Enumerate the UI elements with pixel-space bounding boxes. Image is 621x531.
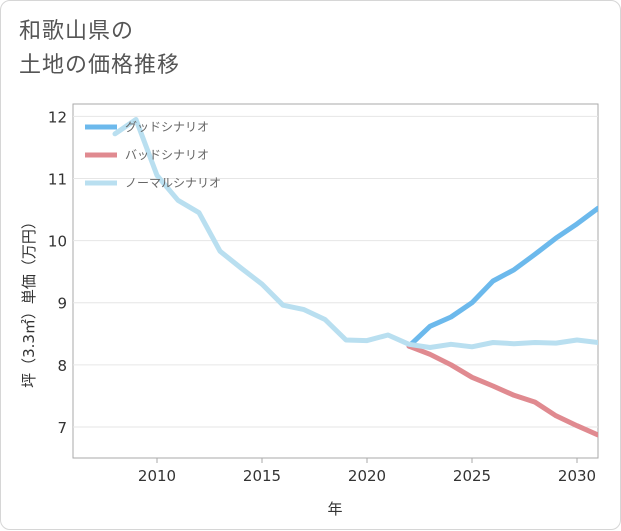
x-tick-label: 2025 — [453, 467, 491, 485]
y-tick-label: 11 — [48, 171, 67, 189]
y-axis-title: 坪（3.3㎡）単価（万円） — [20, 214, 38, 388]
x-axis-ticks: 2010 2015 2020 2025 2030 — [138, 458, 596, 485]
title-line-1: 和歌山県の — [19, 19, 135, 44]
series-line-2 — [406, 343, 598, 438]
legend-label-1: グッドシナリオ — [125, 120, 209, 134]
series-line-1 — [406, 205, 598, 349]
series-line-3 — [112, 117, 598, 350]
x-axis-title: 年 — [327, 500, 342, 518]
y-tick-label: 12 — [48, 108, 67, 126]
y-tick-label: 7 — [57, 419, 67, 437]
y-tick-label: 8 — [57, 357, 67, 375]
x-tick-label: 2010 — [138, 467, 176, 485]
y-gridlines — [73, 115, 598, 428]
chart-title: 和歌山県の 土地の価格推移 — [19, 15, 180, 83]
x-tick-label: 2030 — [558, 467, 596, 485]
legend-label-3: ノーマルシナリオ — [125, 176, 221, 190]
y-axis-ticks: 7 8 9 10 11 12 — [48, 108, 67, 437]
plot-area — [72, 103, 599, 459]
y-tick-label: 9 — [57, 295, 67, 313]
x-tick-label: 2020 — [348, 467, 386, 485]
series-layer — [112, 117, 598, 438]
x-tick-label: 2015 — [243, 467, 281, 485]
legend-label-2: バッドシナリオ — [125, 148, 209, 162]
y-tick-label: 10 — [48, 233, 67, 251]
title-line-2: 土地の価格推移 — [19, 53, 181, 78]
